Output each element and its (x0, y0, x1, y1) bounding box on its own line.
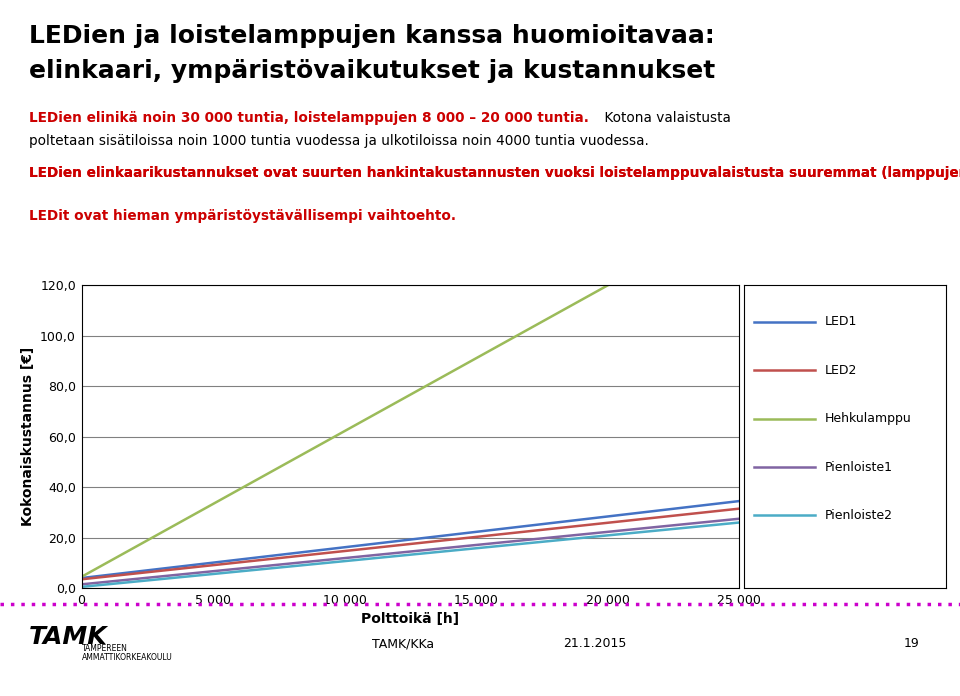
Text: LEDien elinikä noin 30 000 tuntia, loistelamppujen 8 000 – 20 000 tuntia.: LEDien elinikä noin 30 000 tuntia, loist… (29, 111, 588, 125)
Text: Kotona valaistusta: Kotona valaistusta (600, 111, 731, 125)
Text: TAMK/KKa: TAMK/KKa (372, 638, 434, 650)
X-axis label: Polttoikä [h]: Polttoikä [h] (361, 612, 460, 626)
Text: TAMPEREEN: TAMPEREEN (82, 644, 128, 653)
Text: LEDien elinkaarikustannukset ovat suurten hankintakustannusten vuoksi loistelamp: LEDien elinkaarikustannukset ovat suurte… (29, 166, 960, 180)
Text: Pienloiste2: Pienloiste2 (825, 509, 893, 522)
Text: LEDien ja loistelamppujen kanssa huomioitavaa:: LEDien ja loistelamppujen kanssa huomioi… (29, 24, 714, 48)
Y-axis label: Kokonaiskustannus [€]: Kokonaiskustannus [€] (20, 347, 35, 526)
Text: LEDien elinkaarikustannukset ovat suurten hankintakustannusten vuoksi loistelamp: LEDien elinkaarikustannukset ovat suurte… (29, 166, 960, 180)
Text: LEDit ovat hieman ympäristöystävällisempi vaihtoehto.: LEDit ovat hieman ympäristöystävällisemp… (29, 209, 456, 223)
Text: 19: 19 (904, 638, 920, 650)
Text: AMMATTIKORKEAKOULU: AMMATTIKORKEAKOULU (82, 654, 173, 662)
Text: elinkaari, ympäristövaikutukset ja kustannukset: elinkaari, ympäristövaikutukset ja kusta… (29, 59, 715, 83)
Text: Pienloiste1: Pienloiste1 (825, 461, 893, 473)
Text: 21.1.2015: 21.1.2015 (564, 638, 627, 650)
Text: TAMK: TAMK (29, 625, 108, 649)
Text: Hehkulamppu: Hehkulamppu (825, 412, 911, 425)
Text: poltetaan sisätiloissa noin 1000 tuntia vuodessa ja ulkotiloissa noin 4000 tunti: poltetaan sisätiloissa noin 1000 tuntia … (29, 134, 649, 148)
Text: LED2: LED2 (825, 363, 857, 377)
Text: LED1: LED1 (825, 315, 857, 329)
